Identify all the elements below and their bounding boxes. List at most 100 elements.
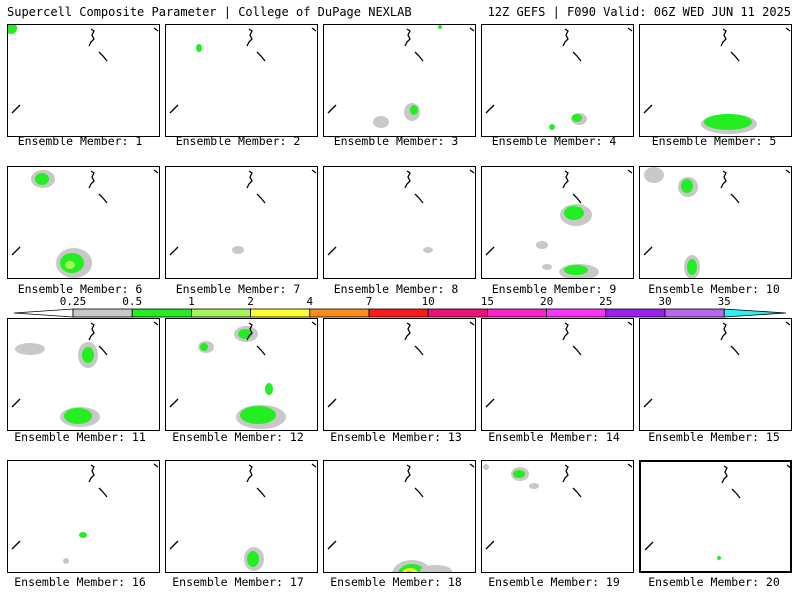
member-map-11	[7, 318, 160, 431]
coastline	[469, 169, 475, 174]
scp-contour	[8, 25, 17, 34]
coastline	[730, 193, 740, 204]
coastline	[562, 28, 569, 47]
coastline	[644, 541, 654, 551]
member-map-canvas	[485, 27, 633, 130]
coastline	[11, 398, 21, 408]
member-label: Ensemble Member: 6	[17, 282, 143, 296]
member-map-17	[165, 460, 318, 573]
member-map-canvas	[643, 27, 791, 134]
coastline	[153, 27, 159, 32]
member-map-19	[481, 460, 634, 573]
coastline	[414, 345, 424, 356]
member-map-16	[7, 460, 160, 573]
colorbar-swatch	[131, 308, 192, 318]
coastline	[246, 464, 253, 483]
colorbar-swatch	[309, 308, 370, 318]
scp-contour	[200, 343, 208, 351]
coastline	[414, 193, 424, 204]
coastline	[256, 51, 266, 62]
member-map-3	[323, 24, 476, 137]
colorbar-tick-label: 30	[658, 295, 672, 308]
colorbar-swatch	[664, 308, 725, 318]
coastline	[153, 169, 159, 174]
coastline	[256, 487, 266, 498]
member-map-14	[481, 318, 634, 431]
coastline	[246, 170, 253, 189]
coastline	[11, 540, 21, 550]
coastline	[485, 540, 495, 550]
member-map-canvas	[327, 463, 475, 572]
coastline	[98, 193, 108, 204]
member-label: Ensemble Member: 2	[175, 134, 301, 148]
scp-contour	[406, 571, 412, 572]
coastline	[721, 465, 728, 484]
member-map-canvas	[643, 321, 791, 408]
coastline	[98, 345, 108, 356]
coastline	[246, 28, 253, 47]
coastline	[169, 540, 179, 550]
scp-contour	[423, 247, 433, 253]
member-map-canvas	[644, 464, 790, 560]
coastline	[627, 321, 633, 326]
coastline	[720, 170, 727, 189]
scp-contour	[687, 259, 697, 275]
member-label: Ensemble Member: 15	[648, 430, 780, 444]
coastline	[169, 246, 179, 256]
coastline	[327, 540, 337, 550]
coastline	[327, 104, 337, 114]
member-map-10	[639, 166, 792, 279]
member-map-canvas	[643, 167, 791, 278]
scp-contour	[15, 343, 45, 355]
coastline	[169, 104, 179, 114]
colorbar-tick-label: 35	[717, 295, 731, 308]
coastline	[98, 487, 108, 498]
member-map-canvas	[327, 169, 475, 256]
member-label: Ensemble Member: 4	[491, 134, 617, 148]
coastline	[327, 246, 337, 256]
coastline	[643, 246, 653, 256]
member-map-canvas	[485, 169, 633, 278]
coastline	[11, 104, 21, 114]
member-label: Ensemble Member: 13	[330, 430, 462, 444]
coastline	[572, 193, 582, 204]
coastline	[785, 27, 791, 32]
member-label: Ensemble Member: 12	[172, 430, 304, 444]
scp-contour	[196, 44, 202, 52]
colorbar-tick-label: 15	[480, 295, 495, 308]
coastline	[720, 28, 727, 47]
member-map-5	[639, 24, 792, 137]
coastline	[153, 321, 159, 326]
coastline	[414, 51, 424, 62]
member-map-canvas	[11, 169, 159, 278]
coastline	[562, 464, 569, 483]
member-label: Ensemble Member: 3	[333, 134, 459, 148]
coastline	[731, 488, 741, 499]
colorbar-tick-label: 20	[539, 295, 554, 308]
colorbar-swatch	[486, 308, 547, 318]
member-map-1	[7, 24, 160, 137]
member-label: Ensemble Member: 20	[648, 575, 780, 589]
colorbar: 0.25 0.5 1 2 4 7 10 15 20 25 30 35	[0, 296, 800, 320]
colorbar-tick-label: 10	[421, 295, 435, 308]
coastline	[785, 321, 791, 326]
coastline	[786, 464, 790, 469]
colorbar-swatch	[250, 308, 311, 318]
member-label: Ensemble Member: 7	[175, 282, 301, 296]
scp-contour	[247, 551, 259, 567]
coastline	[98, 51, 108, 62]
member-label: Ensemble Member: 16	[14, 575, 146, 589]
coastline	[643, 104, 653, 114]
member-map-canvas	[8, 25, 159, 114]
scp-contour	[35, 173, 49, 185]
member-label: Ensemble Member: 5	[651, 134, 777, 148]
coastline	[414, 487, 424, 498]
member-map-canvas	[169, 27, 317, 114]
member-map-7	[165, 166, 318, 279]
colorbar-swatch	[72, 308, 133, 318]
coastline	[246, 322, 253, 341]
scp-contour	[536, 241, 548, 249]
scp-contour	[402, 568, 418, 572]
coastline	[627, 169, 633, 174]
scp-contour	[644, 167, 664, 183]
